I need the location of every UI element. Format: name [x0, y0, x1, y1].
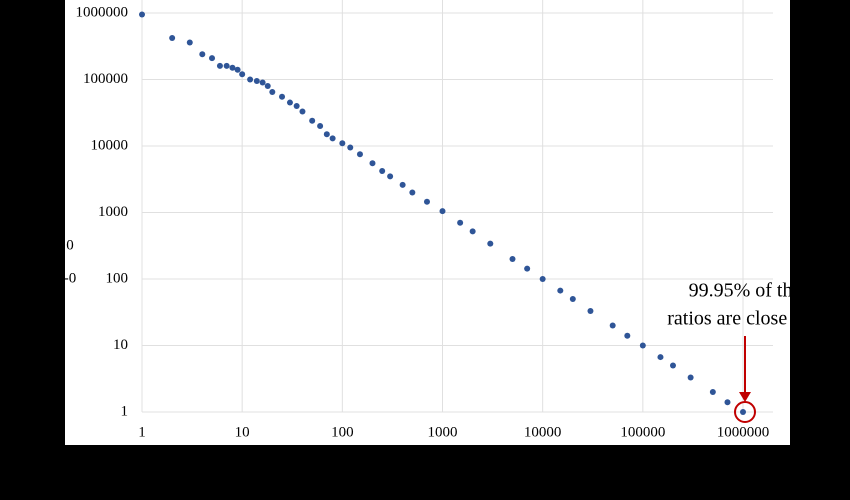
point — [223, 62, 230, 69]
point — [724, 399, 731, 406]
point — [387, 173, 394, 180]
point — [286, 99, 293, 106]
point — [259, 79, 266, 86]
point — [399, 181, 406, 188]
plot-panel — [65, 0, 790, 445]
point — [169, 35, 176, 42]
point — [423, 198, 430, 205]
point — [139, 11, 145, 18]
x-tick-label: 1000000 — [717, 424, 770, 440]
x-tick-label: 1000 — [428, 424, 458, 440]
point — [329, 135, 336, 142]
point — [229, 64, 236, 71]
point — [199, 51, 206, 58]
y-tick-label: 1000 — [98, 204, 128, 220]
x-tick-label: 10000 — [524, 424, 562, 440]
point — [356, 151, 363, 158]
point — [293, 102, 300, 109]
point — [379, 168, 386, 175]
point — [309, 117, 316, 124]
y-tick-label: 1000000 — [76, 4, 129, 20]
y-axis-label: -0 — [64, 270, 77, 286]
point — [253, 77, 260, 84]
point — [687, 374, 694, 381]
y-tick-label: 100 — [106, 270, 129, 286]
point — [186, 39, 193, 46]
point — [709, 388, 716, 395]
x-tick-label: 10 — [235, 424, 250, 440]
point — [216, 62, 223, 69]
point — [557, 287, 564, 294]
annotation-arrowhead — [739, 392, 751, 402]
point — [539, 276, 546, 282]
y-tick-label: 1 — [121, 403, 129, 419]
x-tick-label: 100000 — [620, 424, 665, 440]
annotation: ratios are close to 1 — [667, 308, 823, 330]
point — [209, 55, 216, 62]
point — [239, 71, 246, 78]
point — [279, 93, 286, 100]
annotation: 99.95% of the — [689, 280, 802, 302]
point — [469, 228, 476, 235]
point — [609, 322, 616, 329]
point — [269, 88, 276, 95]
point — [323, 131, 330, 138]
point — [639, 342, 646, 349]
point — [457, 219, 464, 226]
point — [624, 332, 631, 339]
point — [317, 122, 324, 129]
point — [369, 160, 376, 167]
point — [587, 308, 594, 315]
point — [657, 354, 664, 361]
point — [409, 189, 416, 196]
x-tick-label: 100 — [331, 424, 354, 440]
point — [347, 144, 354, 151]
y-tick-label: 10000 — [91, 137, 129, 153]
point — [524, 265, 531, 272]
point — [487, 240, 494, 247]
point — [247, 76, 254, 83]
point — [234, 66, 241, 73]
y-tick-label: 100000 — [83, 71, 128, 87]
point — [264, 82, 271, 89]
point — [740, 409, 746, 415]
point — [339, 140, 346, 147]
point — [509, 255, 516, 262]
y-axis-label: 0 — [66, 237, 74, 253]
y-tick-label: 10 — [113, 337, 128, 353]
point — [299, 108, 306, 115]
annotation-circle — [734, 401, 756, 423]
x-tick-label: 1 — [138, 424, 146, 440]
point — [439, 208, 446, 215]
point — [669, 362, 676, 369]
point — [569, 296, 576, 303]
